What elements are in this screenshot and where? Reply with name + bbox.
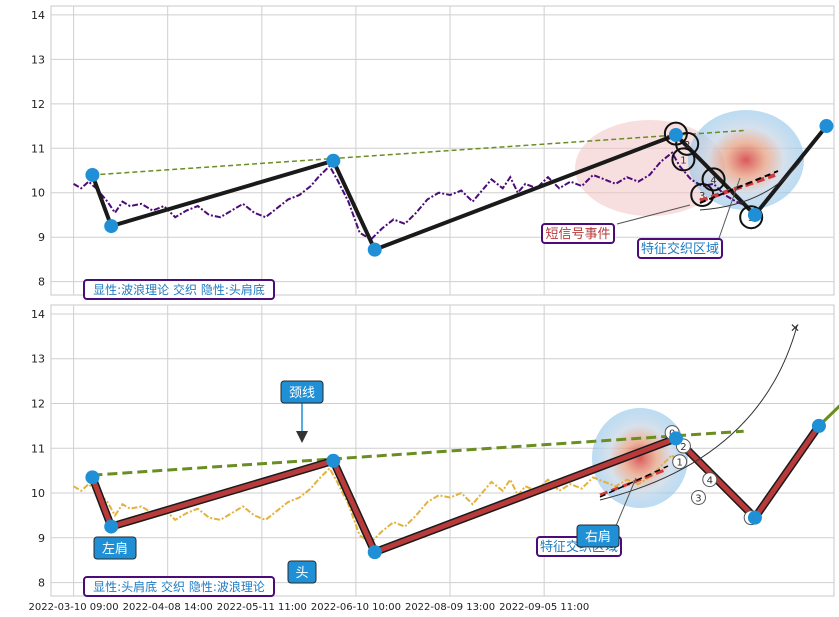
top-price-series bbox=[73, 151, 748, 241]
pivot-point bbox=[326, 153, 341, 168]
y-tick-label: 13 bbox=[31, 353, 45, 366]
pivot-point bbox=[326, 453, 341, 468]
bottom-x-axis: 2022-03-10 09:00 2022-04-08 14:00 2022-05-… bbox=[29, 602, 590, 613]
bottom-end-marker: ✕ bbox=[790, 321, 800, 335]
y-tick-label: 11 bbox=[31, 442, 45, 455]
left-shoulder-tag-text: 左肩 bbox=[102, 541, 128, 557]
bottom-feature-zone bbox=[592, 408, 688, 508]
event-marker bbox=[671, 147, 696, 172]
bottom-black-dash bbox=[599, 465, 669, 498]
bottom-wave-series bbox=[90, 424, 821, 556]
top-event-pointer bbox=[616, 204, 691, 225]
top-event-label: 短信号事件 bbox=[541, 223, 615, 244]
neckline-tag: 颈线 bbox=[280, 380, 324, 404]
bottom-plot-frame bbox=[50, 304, 835, 597]
x-tick-label: 2022-03-10 09:00 bbox=[29, 602, 119, 613]
event-marker bbox=[739, 205, 764, 230]
event-marker bbox=[701, 167, 726, 192]
x-tick-label: 2022-09-05 11:00 bbox=[499, 602, 589, 613]
pivot-point bbox=[747, 207, 762, 222]
y-tick-label: 14 bbox=[31, 9, 45, 22]
top-event-label-text: 短信号事件 bbox=[545, 227, 610, 242]
right-shoulder-tag-text: 右肩 bbox=[585, 529, 611, 545]
event-number: 1 bbox=[680, 155, 686, 166]
event-marker bbox=[672, 454, 688, 470]
y-tick-label: 10 bbox=[31, 187, 45, 200]
y-tick-label: 12 bbox=[31, 98, 45, 111]
pivot-point bbox=[668, 431, 683, 446]
event-marker bbox=[690, 490, 706, 506]
x-tick-label: 2022-06-10 10:00 bbox=[311, 602, 401, 613]
bottom-neckline bbox=[92, 429, 744, 477]
top-zone-note-text: 显性:波浪理论 交织 隐性:头肩底 bbox=[93, 282, 265, 297]
pivot-point bbox=[367, 545, 382, 560]
event-number: 4 bbox=[707, 476, 713, 487]
y-tick-label: 12 bbox=[31, 397, 45, 410]
pivot-point bbox=[85, 167, 100, 182]
event-number: 4 bbox=[710, 175, 716, 186]
bottom-projection bbox=[817, 404, 839, 427]
top-neckline bbox=[92, 129, 744, 176]
x-tick-label: 2022-05-11 11:00 bbox=[217, 602, 307, 613]
left-shoulder-tag: 左肩 bbox=[93, 536, 137, 560]
y-tick-label: 9 bbox=[38, 231, 45, 244]
event-number: 2 bbox=[680, 442, 686, 453]
bottom-curve bbox=[599, 325, 798, 501]
top-zone-label: 特征交织区域 bbox=[637, 238, 723, 259]
right-shoulder-tag: 右肩 bbox=[576, 524, 620, 548]
pivot-point bbox=[104, 219, 119, 234]
head-tag: 头 bbox=[287, 560, 317, 584]
top-pivot-points bbox=[85, 119, 834, 257]
bottom-y-axis: 8 9 10 11 12 13 14 bbox=[31, 308, 45, 590]
top-zone-note: 显性:波浪理论 交织 隐性:头肩底 bbox=[83, 279, 275, 300]
y-tick-label: 10 bbox=[31, 487, 45, 500]
y-tick-label: 8 bbox=[38, 276, 45, 289]
top-black-dash bbox=[699, 170, 779, 204]
top-y-axis: 8 9 10 11 12 13 14 bbox=[31, 9, 45, 289]
y-tick-label: 14 bbox=[31, 308, 45, 321]
x-tick-label: 2022-04-08 14:00 bbox=[123, 602, 213, 613]
bottom-zone-note: 显性:头肩底 交织 隐性:波浪理论 bbox=[83, 576, 275, 597]
head-tag-text: 头 bbox=[295, 566, 308, 581]
bottom-wave-outline bbox=[88, 423, 823, 558]
event-marker bbox=[675, 131, 700, 156]
pivot-point bbox=[668, 127, 683, 142]
event-marker bbox=[702, 472, 718, 488]
event-number: 1 bbox=[676, 458, 682, 469]
x-tick-label: 2022-08-09 13:00 bbox=[405, 602, 495, 613]
event-number: 3 bbox=[695, 494, 701, 505]
pivot-point bbox=[811, 418, 826, 433]
neckline-tag-text: 颈线 bbox=[289, 386, 315, 401]
top-zone-label-text: 特征交织区域 bbox=[641, 241, 719, 257]
pivot-point bbox=[747, 510, 762, 525]
bottom-zone-note-text: 显性:头肩底 交织 隐性:波浪理论 bbox=[93, 579, 265, 594]
top-plot-frame bbox=[50, 5, 835, 296]
pivot-point bbox=[104, 519, 119, 534]
top-zone-pointer bbox=[717, 177, 741, 242]
pivot-point bbox=[819, 119, 834, 134]
bottom-pivot-points bbox=[85, 418, 826, 560]
y-tick-label: 11 bbox=[31, 142, 45, 155]
event-number: 3 bbox=[699, 191, 705, 202]
pivot-point bbox=[367, 242, 382, 257]
y-tick-label: 13 bbox=[31, 53, 45, 66]
event-number: 2 bbox=[684, 140, 690, 151]
y-tick-label: 8 bbox=[38, 577, 45, 590]
top-curve bbox=[699, 157, 804, 211]
top-feature-zone bbox=[688, 110, 804, 210]
y-tick-label: 9 bbox=[38, 532, 45, 545]
pivot-point bbox=[85, 470, 100, 485]
